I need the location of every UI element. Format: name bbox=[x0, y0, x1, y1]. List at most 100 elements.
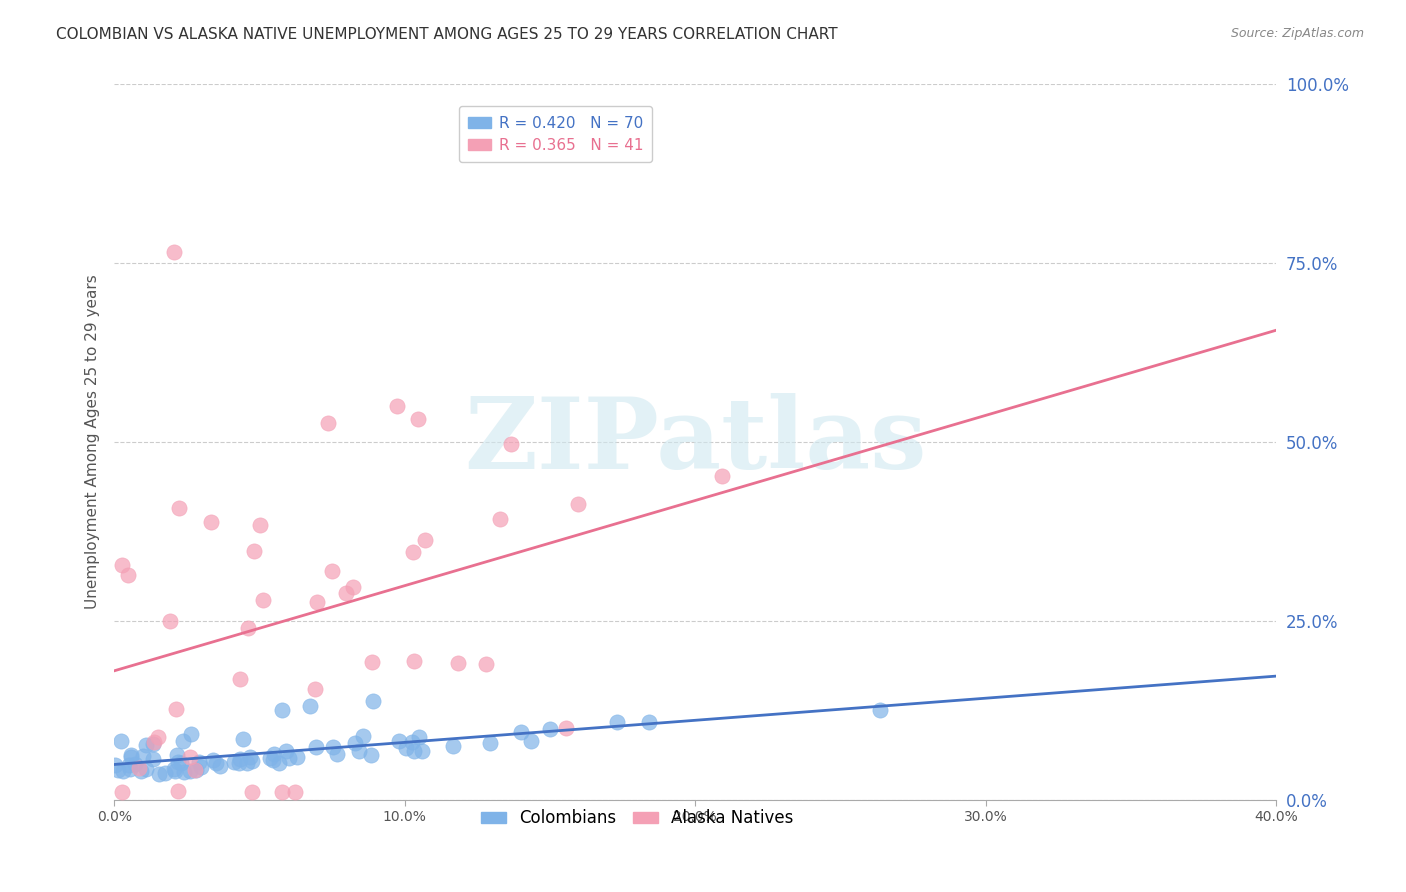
Text: COLOMBIAN VS ALASKA NATIVE UNEMPLOYMENT AMONG AGES 25 TO 29 YEARS CORRELATION CH: COLOMBIAN VS ALASKA NATIVE UNEMPLOYMENT … bbox=[56, 27, 838, 42]
Colombians bbox=[148, 766, 170, 780]
Colombians bbox=[242, 754, 264, 768]
Alaska Natives bbox=[385, 400, 408, 414]
Colombians bbox=[869, 703, 891, 717]
Alaska Natives bbox=[111, 558, 134, 573]
Alaska Natives bbox=[240, 785, 263, 799]
Alaska Natives bbox=[316, 416, 339, 430]
Alaska Natives bbox=[711, 468, 734, 483]
Colombians bbox=[520, 734, 543, 748]
Alaska Natives bbox=[475, 657, 498, 671]
Alaska Natives bbox=[165, 702, 187, 716]
Colombians bbox=[606, 714, 628, 729]
Colombians bbox=[509, 724, 531, 739]
Colombians bbox=[298, 699, 321, 714]
Colombians bbox=[224, 755, 246, 769]
Colombians bbox=[278, 750, 301, 764]
Alaska Natives bbox=[111, 785, 134, 799]
Colombians bbox=[117, 757, 139, 772]
Alaska Natives bbox=[166, 784, 188, 798]
Colombians bbox=[172, 734, 194, 748]
Colombians bbox=[187, 755, 209, 769]
Alaska Natives bbox=[567, 498, 589, 512]
Legend: Colombians, Alaska Natives: Colombians, Alaska Natives bbox=[474, 803, 800, 834]
Alaska Natives bbox=[413, 533, 436, 547]
Alaska Natives bbox=[128, 761, 150, 775]
Colombians bbox=[360, 748, 382, 763]
Alaska Natives bbox=[499, 436, 522, 450]
Colombians bbox=[236, 756, 259, 770]
Colombians bbox=[263, 747, 285, 761]
Colombians bbox=[124, 756, 146, 771]
Colombians bbox=[352, 729, 374, 743]
Alaska Natives bbox=[146, 730, 169, 744]
Colombians bbox=[202, 753, 225, 767]
Colombians bbox=[153, 766, 176, 780]
Colombians bbox=[538, 722, 561, 736]
Colombians bbox=[170, 756, 193, 771]
Alaska Natives bbox=[200, 515, 222, 529]
Y-axis label: Unemployment Among Ages 25 to 29 years: Unemployment Among Ages 25 to 29 years bbox=[86, 275, 100, 609]
Alaska Natives bbox=[305, 595, 328, 609]
Colombians bbox=[163, 762, 186, 776]
Colombians bbox=[166, 755, 188, 769]
Colombians bbox=[322, 740, 344, 755]
Colombians bbox=[232, 732, 254, 747]
Colombians bbox=[132, 749, 155, 764]
Alaska Natives bbox=[236, 621, 259, 635]
Text: ZIPatlas: ZIPatlas bbox=[464, 393, 927, 491]
Alaska Natives bbox=[143, 735, 166, 749]
Alaska Natives bbox=[342, 580, 364, 594]
Alaska Natives bbox=[243, 544, 266, 558]
Alaska Natives bbox=[304, 681, 326, 696]
Colombians bbox=[395, 740, 418, 755]
Text: Source: ZipAtlas.com: Source: ZipAtlas.com bbox=[1230, 27, 1364, 40]
Colombians bbox=[110, 734, 132, 748]
Alaska Natives bbox=[321, 564, 343, 578]
Colombians bbox=[142, 738, 165, 752]
Colombians bbox=[180, 727, 202, 741]
Alaska Natives bbox=[554, 721, 576, 735]
Colombians bbox=[228, 756, 250, 770]
Alaska Natives bbox=[271, 785, 294, 799]
Colombians bbox=[228, 752, 250, 766]
Colombians bbox=[478, 736, 501, 750]
Colombians bbox=[173, 764, 195, 779]
Colombians bbox=[204, 756, 226, 771]
Colombians bbox=[411, 744, 433, 758]
Alaska Natives bbox=[404, 654, 426, 668]
Colombians bbox=[165, 764, 187, 779]
Colombians bbox=[285, 749, 308, 764]
Colombians bbox=[120, 747, 142, 762]
Colombians bbox=[129, 764, 152, 778]
Alaska Natives bbox=[335, 585, 357, 599]
Colombians bbox=[179, 764, 201, 778]
Colombians bbox=[111, 764, 134, 779]
Colombians bbox=[120, 749, 142, 764]
Colombians bbox=[166, 747, 188, 762]
Colombians bbox=[637, 714, 659, 729]
Colombians bbox=[404, 743, 426, 757]
Colombians bbox=[120, 762, 142, 776]
Colombians bbox=[142, 752, 165, 766]
Alaska Natives bbox=[249, 517, 271, 532]
Colombians bbox=[107, 763, 129, 777]
Colombians bbox=[274, 744, 297, 758]
Colombians bbox=[441, 739, 464, 754]
Alaska Natives bbox=[163, 245, 186, 260]
Alaska Natives bbox=[406, 412, 429, 426]
Colombians bbox=[259, 751, 281, 765]
Alaska Natives bbox=[179, 750, 201, 764]
Colombians bbox=[209, 759, 232, 773]
Colombians bbox=[326, 747, 349, 761]
Colombians bbox=[347, 744, 370, 758]
Alaska Natives bbox=[159, 614, 181, 628]
Alaska Natives bbox=[117, 568, 139, 582]
Alaska Natives bbox=[283, 785, 305, 799]
Colombians bbox=[104, 758, 127, 772]
Colombians bbox=[401, 735, 423, 749]
Colombians bbox=[262, 753, 284, 767]
Alaska Natives bbox=[252, 592, 274, 607]
Colombians bbox=[305, 740, 328, 755]
Colombians bbox=[184, 763, 207, 777]
Colombians bbox=[343, 736, 366, 750]
